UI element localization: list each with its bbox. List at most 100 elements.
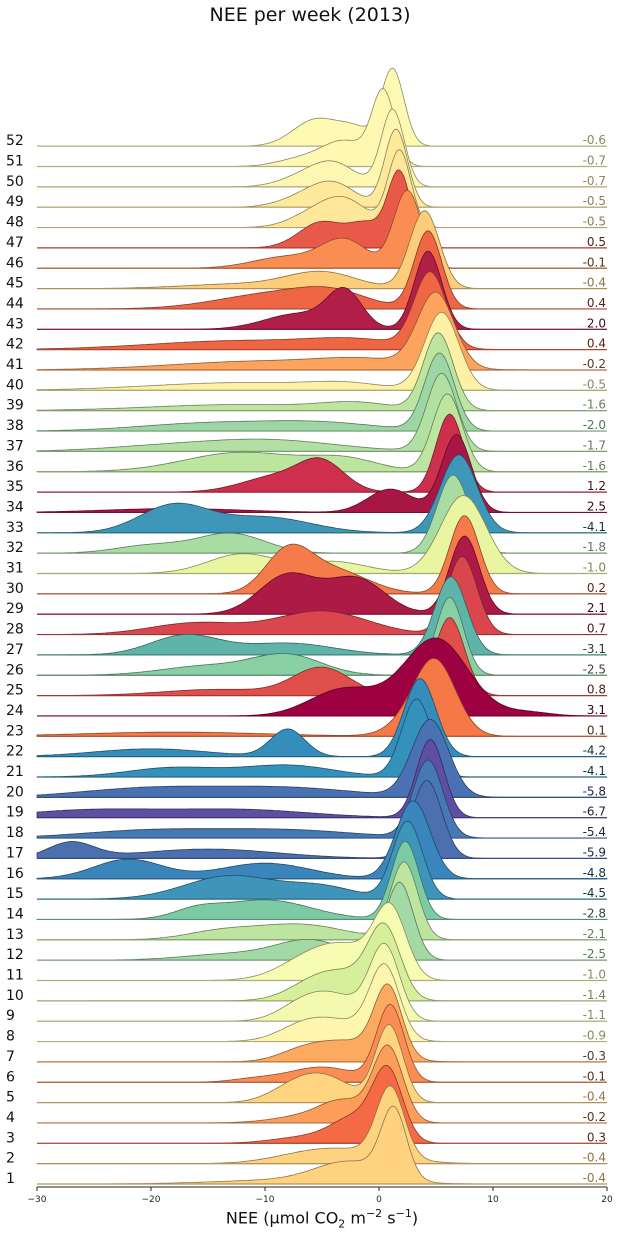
week-mean-label: -0.4 (583, 1151, 606, 1165)
week-label: 52 (6, 133, 24, 149)
week-label: 32 (6, 540, 24, 556)
ridge-area-week-20 (36, 718, 607, 798)
ridge-week-8: 8 -0.9 (6, 963, 607, 1045)
week-mean-label: -1.0 (583, 561, 606, 575)
week-label: 34 (6, 499, 24, 515)
week-mean-label: -0.5 (583, 215, 606, 229)
week-mean-label: -0.4 (583, 1171, 606, 1185)
week-mean-label: -2.5 (583, 947, 606, 961)
week-label: 43 (6, 316, 24, 332)
week-label: 48 (6, 215, 24, 231)
ridge-week-1: 1 -0.4 (6, 1105, 607, 1187)
week-mean-label: -4.1 (583, 764, 606, 778)
x-tick-label: −30 (28, 1195, 47, 1205)
week-label: 19 (6, 805, 24, 821)
week-label: 17 (6, 845, 24, 861)
x-tick-label: 10 (487, 1195, 499, 1205)
week-label: 16 (6, 866, 24, 882)
week-label: 35 (6, 479, 24, 495)
x-axis-label-prefix: NEE (μmol CO (225, 1208, 339, 1228)
week-label: 8 (6, 1029, 15, 1045)
ridge-week-41: 41 -0.2 (6, 291, 607, 373)
week-label: 11 (6, 968, 24, 984)
week-mean-label: -4.1 (583, 520, 606, 534)
week-label: 12 (6, 947, 24, 963)
week-label: 50 (6, 174, 24, 190)
ridge-week-14: 14 -2.8 (6, 841, 608, 922)
week-mean-label: -2.8 (583, 906, 606, 920)
x-axis-label-suffix: ) (411, 1208, 419, 1228)
ridge-week-21: 21 -4.1 (6, 698, 607, 780)
week-mean-label: 2.1 (587, 601, 606, 615)
ridge-week-22: 22 -4.2 (6, 678, 607, 760)
week-label: 2 (6, 1151, 15, 1167)
week-mean-label: 0.5 (587, 235, 606, 249)
week-mean-label: -0.1 (583, 1069, 606, 1083)
week-label: 45 (6, 276, 24, 292)
week-mean-label: -4.2 (583, 744, 606, 758)
ridge-week-19: 19 -6.7 (6, 739, 607, 821)
week-label: 13 (6, 927, 24, 943)
week-mean-label: 0.3 (587, 1130, 606, 1144)
week-label: 26 (6, 662, 24, 678)
week-mean-label: -0.2 (583, 357, 606, 371)
week-mean-label: -1.4 (583, 988, 606, 1002)
x-axis-label-mid2: s (382, 1208, 396, 1228)
week-label: 27 (6, 642, 24, 658)
week-label: 47 (6, 235, 24, 251)
week-mean-label: -5.9 (583, 845, 606, 859)
week-mean-label: -0.5 (583, 377, 606, 391)
week-label: 3 (6, 1130, 15, 1146)
x-tick-label: −10 (256, 1195, 275, 1205)
week-mean-label: -1.1 (583, 1008, 606, 1022)
week-mean-label: -0.3 (583, 1049, 606, 1063)
ridge-week-2: 2 -0.4 (6, 1085, 608, 1167)
ridge-week-20: 20 -5.8 (6, 718, 607, 800)
ridge-week-39: 39 -1.6 (6, 332, 607, 414)
week-mean-label: 0.7 (587, 622, 606, 636)
x-tick-label: −20 (142, 1195, 161, 1205)
week-label: 1 (6, 1171, 15, 1187)
week-mean-label: 0.1 (587, 723, 606, 737)
week-mean-label: -5.4 (583, 825, 606, 839)
week-mean-label: 0.4 (587, 337, 606, 351)
week-mean-label: -1.7 (583, 438, 606, 452)
x-axis-label: NEE (μmol CO2 m−2 s−1) (0, 1207, 620, 1231)
week-label: 5 (6, 1090, 15, 1106)
ridge-week-5: 5 -0.4 (6, 1024, 607, 1106)
week-label: 42 (6, 337, 24, 353)
chart-title: NEE per week (2013) (209, 4, 411, 26)
week-mean-label: 0.2 (587, 581, 606, 595)
week-label: 23 (6, 723, 24, 739)
ridge-week-46: 46 -0.1 (6, 189, 607, 271)
ridge-week-16: 16 -4.8 (6, 800, 608, 882)
week-mean-label: 0.8 (587, 683, 606, 697)
week-mean-label: -5.8 (583, 784, 606, 798)
x-axis-label-sub: 2 (338, 1217, 346, 1231)
ridge-week-18: 18 -5.4 (6, 759, 607, 841)
ridge-week-50: 50 -0.7 (6, 108, 607, 190)
week-label: 51 (6, 154, 24, 170)
x-tick-label: 20 (601, 1195, 613, 1205)
week-label: 20 (6, 784, 24, 800)
week-label: 14 (6, 906, 24, 922)
ridge-week-13: 13 -2.1 (6, 861, 607, 943)
week-label: 36 (6, 459, 24, 475)
week-label: 41 (6, 357, 24, 373)
ridge-week-17: 17 -5.9 (6, 779, 607, 861)
x-tick-label: 0 (376, 1195, 382, 1205)
ridge-week-42: 42 0.4 (6, 271, 607, 353)
week-label: 38 (6, 418, 24, 434)
week-label: 37 (6, 438, 24, 454)
week-mean-label: 2.5 (587, 499, 606, 513)
week-label: 24 (6, 703, 24, 719)
ridge-week-23: 23 0.1 (6, 657, 607, 739)
week-mean-label: -2.1 (583, 927, 606, 941)
ridge-week-7: 7 -0.3 (6, 983, 607, 1065)
week-mean-label: 1.2 (587, 479, 606, 493)
week-label: 28 (6, 622, 24, 638)
week-mean-label: -0.6 (583, 133, 606, 147)
week-label: 31 (6, 561, 24, 577)
week-mean-label: -2.5 (583, 662, 606, 676)
